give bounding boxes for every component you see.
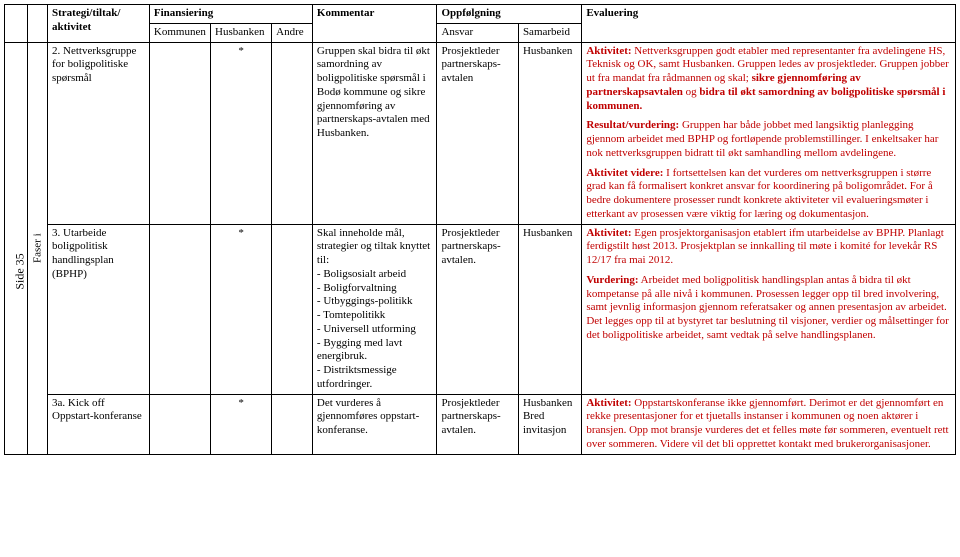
table-row: 3. Utarbeide boligpolitisk handlingsplan… (5, 224, 956, 394)
eval-text: Arbeidet med boligpolitisk handlingsplan… (586, 274, 948, 341)
table-row: Faser i 2. Nettverksgruppe for boligpoli… (5, 42, 956, 224)
cell-samarbeid: Husbanken (518, 42, 581, 224)
eval-text: Egen prosjektorganisasjon etablert ifm u… (586, 227, 944, 267)
cell-fin-kommunen (149, 224, 210, 394)
cell-fin-andre (272, 42, 313, 224)
cell-evaluering: Aktivitet: Nettverksgruppen godt etabler… (582, 42, 956, 224)
cell-kommentar: Det vurderes å gjennomføres oppstart-kon… (312, 394, 437, 454)
header-row-1: Strategi/tiltak/ aktivitet Finansiering … (5, 5, 956, 24)
kom-bullet: - Tomtepolitikk (317, 309, 433, 323)
cell-fin-kommunen (149, 42, 210, 224)
page-side-label: Side 35 (13, 253, 28, 289)
eval-label: Vurdering: (586, 274, 638, 286)
eval-label: Aktivitet: (586, 45, 631, 57)
kom-intro: Skal inneholde mål, strategier og tiltak… (317, 227, 433, 268)
hdr-oppfolgning: Oppfølgning (437, 5, 582, 24)
hdr-samarbeid: Samarbeid (518, 23, 581, 42)
kom-bullet: - Bygging med lavt energibruk. (317, 337, 433, 365)
eval-label: Aktivitet videre: (586, 167, 663, 179)
cell-fin-husbanken: * (211, 394, 272, 454)
kom-bullet: - Utbyggings-politikk (317, 295, 433, 309)
cell-evaluering: Aktivitet: Egen prosjektorganisasjon eta… (582, 224, 956, 394)
cell-strategi: 2. Nettverksgruppe for boligpolitiske sp… (48, 42, 150, 224)
cell-fin-husbanken: * (211, 42, 272, 224)
hdr-kommentar: Kommentar (312, 5, 437, 43)
cell-evaluering: Aktivitet: Oppstartskonferanse ikke gjen… (582, 394, 956, 454)
eval-text: Oppstartskonferanse ikke gjennomført. De… (586, 397, 948, 450)
hdr-finansiering: Finansiering (149, 5, 312, 24)
cell-strategi: 3a. Kick off Oppstart-konferanse (48, 394, 150, 454)
eval-label: Resultat/vurdering: (586, 119, 679, 131)
kom-bullet: - Distriktsmessige utfordringer. (317, 364, 433, 392)
kom-bullet: - Boligsosialt arbeid (317, 268, 433, 282)
cell-fin-andre (272, 394, 313, 454)
cell-ansvar: Prosjektleder partnerskaps-avtalen. (437, 224, 519, 394)
hdr-ansvar: Ansvar (437, 23, 519, 42)
eval-label: Aktivitet: (586, 397, 631, 409)
eval-text: og (683, 86, 700, 98)
eval-label: Aktivitet: (586, 227, 631, 239)
kom-bullet: - Boligforvaltning (317, 282, 433, 296)
faser-label: Faser i (27, 42, 47, 454)
hdr-kommunen: Kommunen (149, 23, 210, 42)
cell-kommentar: Gruppen skal bidra til økt samordning av… (312, 42, 437, 224)
hdr-evaluering: Evaluering (582, 5, 956, 43)
cell-kommentar: Skal inneholde mål, strategier og tiltak… (312, 224, 437, 394)
cell-samarbeid: Husbanken Bred invitasjon (518, 394, 581, 454)
hdr-andre: Andre (272, 23, 313, 42)
cell-strategi: 3. Utarbeide boligpolitisk handlingsplan… (48, 224, 150, 394)
hdr-strategi: Strategi/tiltak/ aktivitet (48, 5, 150, 43)
cell-samarbeid: Husbanken (518, 224, 581, 394)
cell-fin-husbanken: * (211, 224, 272, 394)
cell-fin-kommunen (149, 394, 210, 454)
cell-ansvar: Prosjektleder partnerskaps-avtalen. (437, 394, 519, 454)
kom-bullet: - Universell utforming (317, 323, 433, 337)
table-row: 3a. Kick off Oppstart-konferanse * Det v… (5, 394, 956, 454)
cell-fin-andre (272, 224, 313, 394)
cell-ansvar: Prosjektleder partnerskaps-avtalen (437, 42, 519, 224)
hdr-husbanken: Husbanken (211, 23, 272, 42)
main-table: Strategi/tiltak/ aktivitet Finansiering … (4, 4, 956, 455)
